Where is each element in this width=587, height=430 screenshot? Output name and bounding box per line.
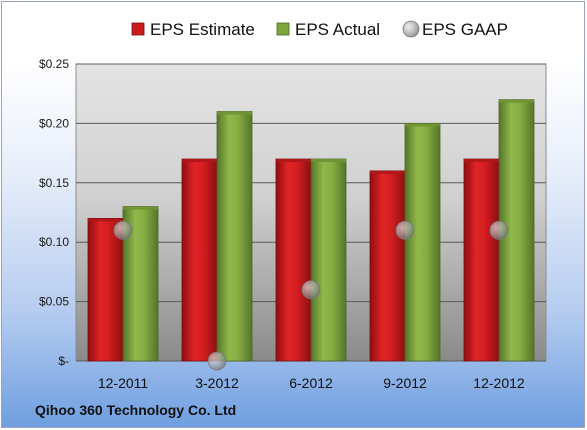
bar-eps-actual [216, 111, 253, 362]
y-axis-ticks: $- $0.05 $0.10 $0.15 $0.20 $0.25 [39, 57, 69, 368]
y-tick-label: $0.10 [39, 235, 69, 249]
bar-eps-estimate [369, 170, 406, 362]
gaap-marker [301, 280, 321, 300]
y-tick-label: $0.20 [39, 116, 69, 130]
bar-top-cap [405, 123, 440, 127]
bar-top-cap [182, 159, 217, 163]
bar-top-cap [88, 218, 123, 222]
bar-top-cap [123, 206, 158, 210]
x-tick-label: 3-2012 [195, 375, 239, 391]
bar-eps-estimate [463, 158, 500, 362]
legend-swatch [276, 22, 290, 36]
x-tick-label: 12-2012 [473, 375, 525, 391]
bar-eps-estimate [87, 218, 124, 362]
y-tick-label: $0.05 [39, 295, 69, 309]
bar-top-cap [499, 99, 534, 103]
bar-top-cap [370, 170, 405, 174]
y-tick-label: $0.25 [39, 57, 69, 71]
y-tick-label: $- [58, 354, 69, 368]
bar-top-cap [311, 159, 346, 163]
bars [87, 99, 535, 362]
gaap-marker [395, 220, 415, 240]
x-tick-label: 9-2012 [383, 375, 427, 391]
x-axis-ticks: 12-2011 3-2012 6-2012 9-2012 12-2012 [98, 375, 525, 391]
legend-label: EPS Estimate [150, 20, 255, 39]
gaap-marker [207, 351, 227, 371]
bar-top-cap [276, 159, 311, 163]
legend-label: EPS GAAP [422, 20, 508, 39]
bar-eps-estimate [181, 158, 218, 362]
company-name: Qihoo 360 Technology Co. Ltd [35, 402, 237, 418]
bar-top-cap [464, 159, 499, 163]
x-tick-label: 12-2011 [98, 375, 149, 391]
x-tick-label: 6-2012 [289, 375, 333, 391]
gaap-marker [113, 220, 133, 240]
legend-swatch [131, 22, 145, 36]
bar-eps-estimate [275, 158, 312, 362]
legend-swatch [402, 20, 420, 38]
bar-eps-actual [310, 158, 347, 362]
gaap-markers [113, 220, 509, 371]
bar-top-cap [217, 111, 252, 115]
legend: EPS Estimate EPS Actual EPS GAAP [131, 20, 508, 39]
legend-label: EPS Actual [295, 20, 380, 39]
bar-eps-actual [404, 123, 441, 362]
gaap-marker [489, 220, 509, 240]
y-tick-label: $0.15 [39, 176, 69, 190]
